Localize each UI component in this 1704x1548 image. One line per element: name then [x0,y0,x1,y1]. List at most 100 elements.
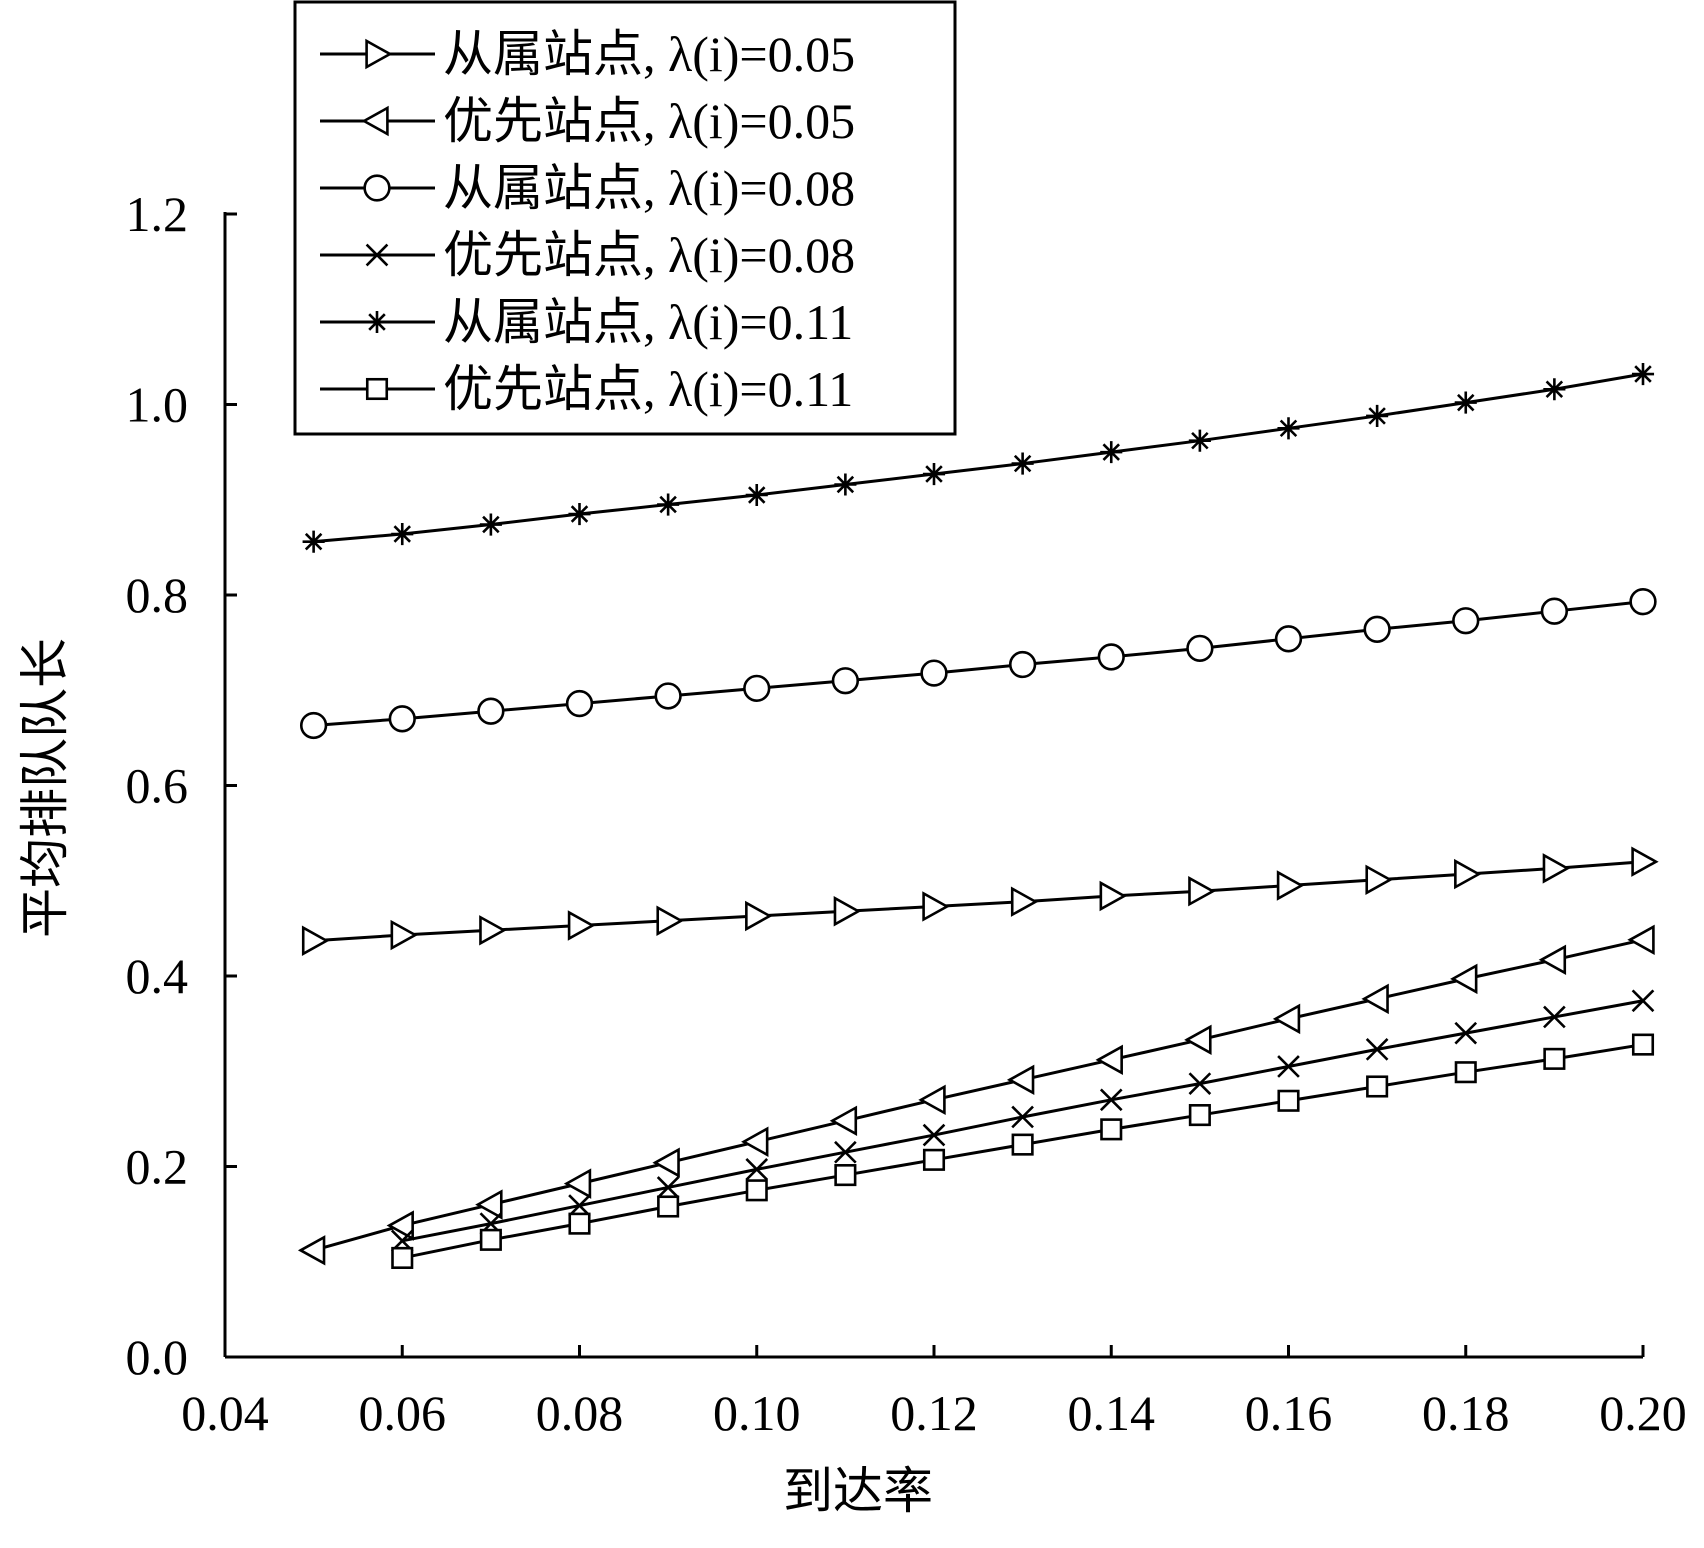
data-point-triangle-left [297,1235,326,1266]
y-tick-label: 0.6 [126,758,189,814]
legend-item: 优先站点, λ(i)=0.11 [320,361,853,417]
x-tick-label: 0.10 [713,1385,801,1441]
data-point-circle [1186,634,1214,662]
data-point-triangle-left [1272,1003,1301,1035]
y-tick-label: 1.0 [126,377,189,433]
data-point-x [745,1158,769,1181]
data-point-square [1188,1104,1211,1127]
data-point-circle [299,711,328,740]
data-point-triangle-left [918,1084,946,1116]
data-point-triangle-left [1184,1024,1212,1056]
legend-marker-triangle-right [365,38,393,70]
legend-label: 优先站点, λ(i)=0.05 [443,93,855,149]
data-point-triangle-right [656,905,684,936]
data-point-triangle-left [1361,983,1389,1015]
data-point-triangle-left [829,1105,858,1136]
data-point-square [745,1179,768,1202]
series-line [313,600,1644,727]
legend-item: 从属站点, λ(i)=0.08 [320,160,855,216]
data-point-circle [565,689,594,718]
legend-marker-asterisk [365,310,389,334]
data-point-x [568,1194,591,1217]
data-point-circle [1274,625,1303,653]
data-point-x [834,1140,857,1164]
series-line [313,372,1644,544]
data-point-square [657,1195,680,1218]
data-point-circle [1629,588,1657,616]
data-point-x [656,1176,680,1199]
axes: 0.04 0.06 0.08 0.10 0.12 0.14 0.16 0.18 0.20 0.0 0… [126,186,1687,1441]
y-tick-label: 1.2 [126,186,189,242]
series-line [401,999,1644,1243]
y-tick-label: 0.2 [126,1139,189,1195]
data-point-triangle-right [1365,864,1393,896]
data-point-asterisk [745,483,768,507]
legend-label: 优先站点, λ(i)=0.11 [443,361,853,417]
series-square [391,1033,1655,1269]
data-point-square [1543,1047,1566,1070]
legend-item: 优先站点, λ(i)=0.08 [320,227,855,283]
series-layer [297,362,1659,1269]
data-point-asterisk [834,473,857,496]
legend-marker-square [365,377,389,401]
data-point-x [1365,1038,1389,1061]
data-point-square [1631,1033,1655,1056]
data-point-circle [1097,643,1125,671]
data-point-asterisk [657,493,680,516]
data-point-circle [831,667,860,695]
legend-item: 从属站点, λ(i)=0.11 [320,294,853,350]
data-point-triangle-left [475,1189,503,1220]
x-tick-label: 0.16 [1245,1385,1333,1441]
legend-marker-triangle-left [361,105,389,137]
data-point-circle [1452,607,1480,635]
data-point-circle [743,674,771,702]
legend-item: 优先站点, λ(i)=0.05 [320,93,855,149]
data-point-asterisk [1631,362,1655,386]
data-point-asterisk [1188,429,1211,452]
legend-label: 从属站点, λ(i)=0.08 [443,160,855,216]
data-point-asterisk [479,513,502,536]
x-tick-label: 0.14 [1068,1385,1156,1441]
x-tick-label: 0.08 [536,1385,624,1441]
data-point-triangle-left [563,1168,592,1199]
data-point-circle [1008,650,1037,679]
series-line [313,860,1644,943]
y-tick-label: 0.8 [126,567,189,623]
y-tick-label: 0.4 [126,948,189,1004]
data-point-triangle-left [1450,963,1478,995]
data-point-triangle-right [1010,886,1039,917]
data-point-asterisk [1543,378,1566,401]
data-point-asterisk [568,502,591,526]
data-point-triangle-right [1454,858,1482,890]
x-tick-label: 0.04 [181,1385,269,1441]
data-point-asterisk [1454,391,1477,414]
x-tick-label: 0.20 [1599,1385,1687,1441]
data-point-square [1011,1133,1034,1156]
data-point-asterisk [302,530,325,553]
data-point-x [1188,1072,1212,1095]
legend-label: 从属站点, λ(i)=0.11 [443,294,853,350]
data-point-triangle-right [567,910,596,941]
data-point-square [922,1148,946,1171]
data-point-x [922,1123,946,1147]
data-point-triangle-right [1631,846,1659,877]
data-point-square [568,1212,591,1235]
legend-label: 优先站点, λ(i)=0.08 [443,227,855,283]
legend-marker-x [365,243,389,267]
data-point-circle [477,697,505,725]
data-point-circle [654,682,682,710]
data-point-asterisk [1366,404,1389,427]
data-point-triangle-right [479,915,507,946]
legend-marker-circle [363,174,391,202]
data-point-x [1011,1105,1034,1129]
data-point-triangle-left [1095,1044,1123,1076]
series-asterisk [302,362,1655,553]
data-point-asterisk [1100,441,1123,464]
data-point-triangle-left [1538,944,1567,976]
data-point-triangle-right [745,900,773,932]
legend-box [293,0,957,436]
legend: 从属站点, λ(i)=0.05 优先站点, λ(i)=0.05 从属站点, λ(i)… [293,0,957,436]
series-triangle-left [297,924,1655,1266]
